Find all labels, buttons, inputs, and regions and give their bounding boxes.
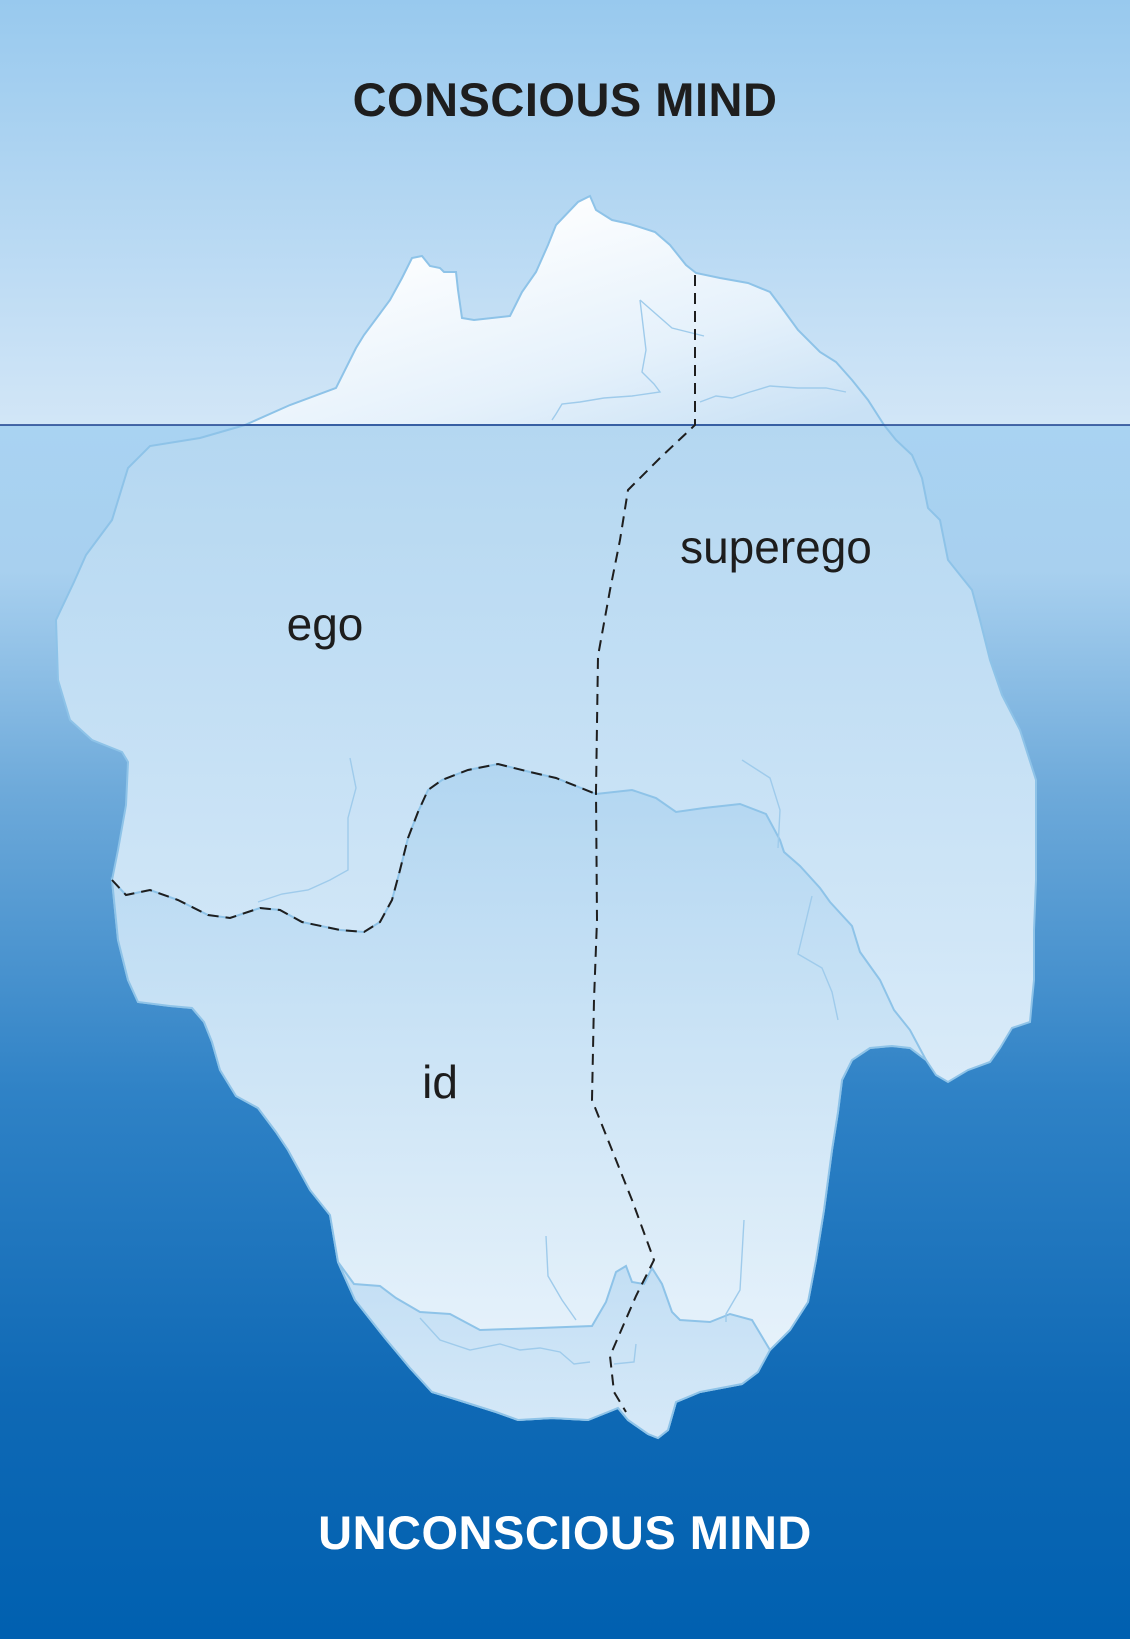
region-label-id: id	[422, 1056, 458, 1108]
region-label-ego: ego	[287, 598, 364, 650]
ice-crack-lines	[257, 299, 847, 1365]
ego-id-boundary	[111, 762, 597, 934]
region-label-superego: superego	[680, 521, 872, 573]
ego-superego-boundary	[590, 275, 696, 1413]
iceberg-base	[337, 1261, 772, 1440]
unconscious-mind-title: UNCONSCIOUS MIND	[318, 1506, 812, 1559]
conscious-mind-title: CONSCIOUS MIND	[352, 73, 778, 126]
iceberg-tip	[244, 194, 886, 426]
region-boundaries	[111, 275, 696, 1413]
